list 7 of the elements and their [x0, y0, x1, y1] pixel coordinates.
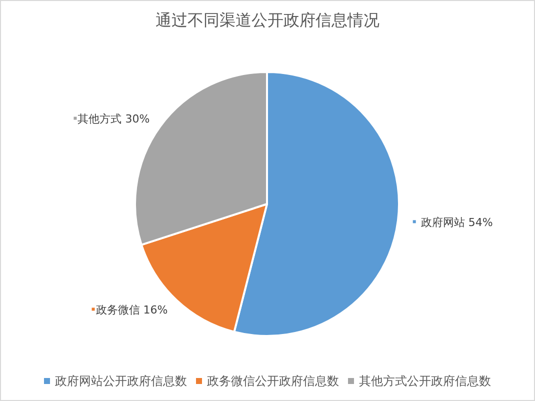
- data-label: 其他方式 30%: [78, 112, 150, 126]
- legend-label: 政府网站公开政府信息数: [55, 374, 187, 388]
- data-label: 政府网站 54%: [420, 216, 493, 230]
- legend-label: 其他方式公开政府信息数: [359, 374, 491, 388]
- chart-title: 通过不同渠道公开政府信息情况: [156, 10, 380, 30]
- data-label: 政务微信 16%: [96, 304, 168, 317]
- legend-label: 政务微信公开政府信息数: [207, 374, 339, 388]
